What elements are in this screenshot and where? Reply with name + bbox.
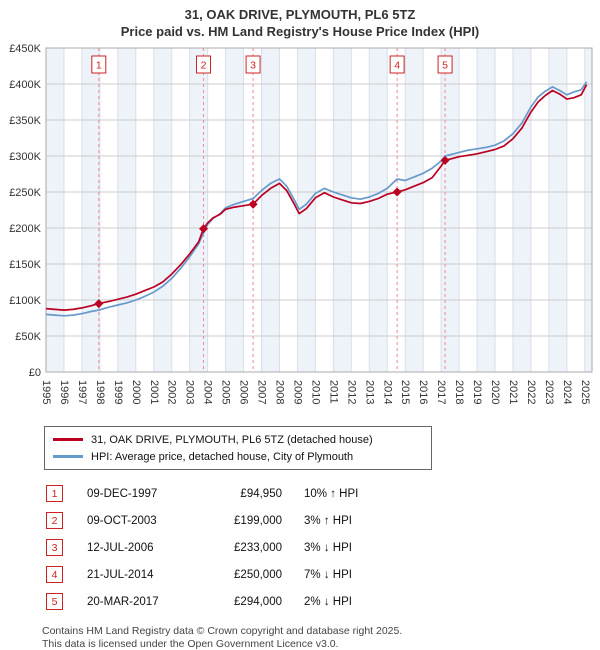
sale-marker-2: 2 <box>46 512 63 529</box>
page-title: 31, OAK DRIVE, PLYMOUTH, PL6 5TZ <box>184 7 416 22</box>
svg-text:2004: 2004 <box>202 380 214 404</box>
svg-text:2005: 2005 <box>220 380 232 404</box>
svg-text:1999: 1999 <box>112 380 124 404</box>
sale-vs-hpi: 3% ↓ HPI <box>304 541 352 554</box>
svg-text:2: 2 <box>201 60 207 72</box>
svg-text:2006: 2006 <box>238 380 250 404</box>
legend-item-price-paid: 31, OAK DRIVE, PLYMOUTH, PL6 5TZ (detach… <box>53 431 423 448</box>
sale-date: 20-MAR-2017 <box>87 595 159 608</box>
svg-text:2025: 2025 <box>579 380 591 404</box>
page-subtitle: Price paid vs. HM Land Registry's House … <box>120 24 480 39</box>
sale-price: £199,000 <box>234 514 282 527</box>
svg-text:2014: 2014 <box>381 380 393 404</box>
legend-label-price-paid: 31, OAK DRIVE, PLYMOUTH, PL6 5TZ (detach… <box>91 433 373 446</box>
svg-text:£50K: £50K <box>15 331 41 343</box>
price-history-chart: £0 £50K £100K £150K £200K £250K £300K £350K £400… <box>9 43 593 404</box>
legend-item-hpi: HPI: Average price, detached house, City… <box>53 448 423 465</box>
svg-text:2016: 2016 <box>417 380 429 404</box>
sale-row-5: 5 20-MAR-2017 £294,000 2% ↓ HPI <box>0 588 600 615</box>
svg-text:2008: 2008 <box>273 380 285 404</box>
sale-date: 09-OCT-2003 <box>87 514 157 527</box>
svg-text:£450K: £450K <box>9 43 41 55</box>
svg-text:1996: 1996 <box>58 380 70 404</box>
svg-text:£250K: £250K <box>9 187 41 199</box>
sale-vs-hpi: 7% ↓ HPI <box>304 568 352 581</box>
svg-text:1: 1 <box>96 60 102 72</box>
sale-price: £250,000 <box>234 568 282 581</box>
svg-text:3: 3 <box>250 60 256 72</box>
sale-row-1: 1 09-DEC-1997 £94,950 10% ↑ HPI <box>0 480 600 507</box>
svg-text:2001: 2001 <box>148 380 160 404</box>
license-footer: Contains HM Land Registry data © Crown c… <box>42 625 600 650</box>
sale-date: 09-DEC-1997 <box>87 487 158 500</box>
svg-text:2022: 2022 <box>525 380 537 404</box>
svg-text:2011: 2011 <box>327 380 339 404</box>
svg-text:2002: 2002 <box>166 380 178 404</box>
sale-row-3: 3 12-JUL-2006 £233,000 3% ↓ HPI <box>0 534 600 561</box>
svg-text:2010: 2010 <box>309 380 321 404</box>
svg-text:1995: 1995 <box>40 380 52 404</box>
svg-text:2021: 2021 <box>507 380 519 404</box>
sale-vs-hpi: 3% ↑ HPI <box>304 514 352 527</box>
sale-marker-1: 1 <box>46 485 63 502</box>
sale-price: £94,950 <box>240 487 282 500</box>
svg-text:£300K: £300K <box>9 151 41 163</box>
sale-date: 21-JUL-2014 <box>87 568 154 581</box>
footer-line-1: Contains HM Land Registry data © Crown c… <box>42 625 403 637</box>
svg-text:2015: 2015 <box>399 380 411 404</box>
sale-price: £233,000 <box>234 541 282 554</box>
svg-text:2003: 2003 <box>184 380 196 404</box>
svg-text:£100K: £100K <box>9 295 41 307</box>
svg-text:£0: £0 <box>29 367 41 379</box>
chart-legend: 31, OAK DRIVE, PLYMOUTH, PL6 5TZ (detach… <box>44 426 432 470</box>
legend-label-hpi: HPI: Average price, detached house, City… <box>91 450 354 463</box>
svg-text:2023: 2023 <box>543 380 555 404</box>
svg-text:2009: 2009 <box>291 380 303 404</box>
svg-text:2007: 2007 <box>256 380 268 404</box>
sales-table: 1 09-DEC-1997 £94,950 10% ↑ HPI 2 09-OCT… <box>0 480 600 615</box>
sale-marker-3: 3 <box>46 539 63 556</box>
sale-marker-4: 4 <box>46 566 63 583</box>
sale-price: £294,000 <box>234 595 282 608</box>
footer-line-2: This data is licensed under the Open Gov… <box>42 638 339 650</box>
svg-text:£350K: £350K <box>9 115 41 127</box>
svg-text:£200K: £200K <box>9 223 41 235</box>
svg-text:1998: 1998 <box>94 380 106 404</box>
sale-vs-hpi: 2% ↓ HPI <box>304 595 352 608</box>
hpi-line-swatch <box>53 455 83 458</box>
sale-vs-hpi: 10% ↑ HPI <box>304 487 359 500</box>
svg-text:£150K: £150K <box>9 259 41 271</box>
svg-text:5: 5 <box>442 60 448 72</box>
sale-row-2: 2 09-OCT-2003 £199,000 3% ↑ HPI <box>0 507 600 534</box>
svg-text:1997: 1997 <box>76 380 88 404</box>
svg-text:2012: 2012 <box>345 380 357 404</box>
svg-text:2013: 2013 <box>363 380 375 404</box>
svg-text:2000: 2000 <box>130 380 142 404</box>
sale-date: 12-JUL-2006 <box>87 541 154 554</box>
price-paid-line-swatch <box>53 438 83 441</box>
svg-text:2019: 2019 <box>471 380 483 404</box>
svg-text:4: 4 <box>394 60 400 72</box>
svg-text:2017: 2017 <box>435 380 447 404</box>
svg-text:2018: 2018 <box>453 380 465 404</box>
svg-text:2024: 2024 <box>561 380 573 404</box>
svg-text:2020: 2020 <box>489 380 501 404</box>
sale-row-4: 4 21-JUL-2014 £250,000 7% ↓ HPI <box>0 561 600 588</box>
sale-marker-5: 5 <box>46 593 63 610</box>
svg-text:£400K: £400K <box>9 79 41 91</box>
